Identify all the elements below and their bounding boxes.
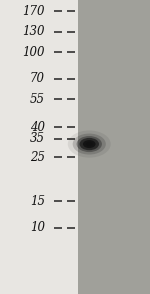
Ellipse shape [83, 140, 96, 148]
Text: 55: 55 [30, 93, 45, 106]
Text: 40: 40 [30, 121, 45, 133]
Bar [78, 0, 150, 294]
Text: 15: 15 [30, 195, 45, 208]
Ellipse shape [73, 133, 106, 155]
Text: 35: 35 [30, 132, 45, 145]
Ellipse shape [86, 142, 93, 146]
Ellipse shape [80, 138, 99, 150]
Text: 130: 130 [22, 25, 45, 38]
Ellipse shape [77, 136, 102, 152]
Ellipse shape [68, 131, 111, 158]
Text: 10: 10 [30, 221, 45, 234]
Text: 25: 25 [30, 151, 45, 164]
Text: 70: 70 [30, 72, 45, 85]
Text: 100: 100 [22, 46, 45, 59]
Text: 170: 170 [22, 5, 45, 18]
